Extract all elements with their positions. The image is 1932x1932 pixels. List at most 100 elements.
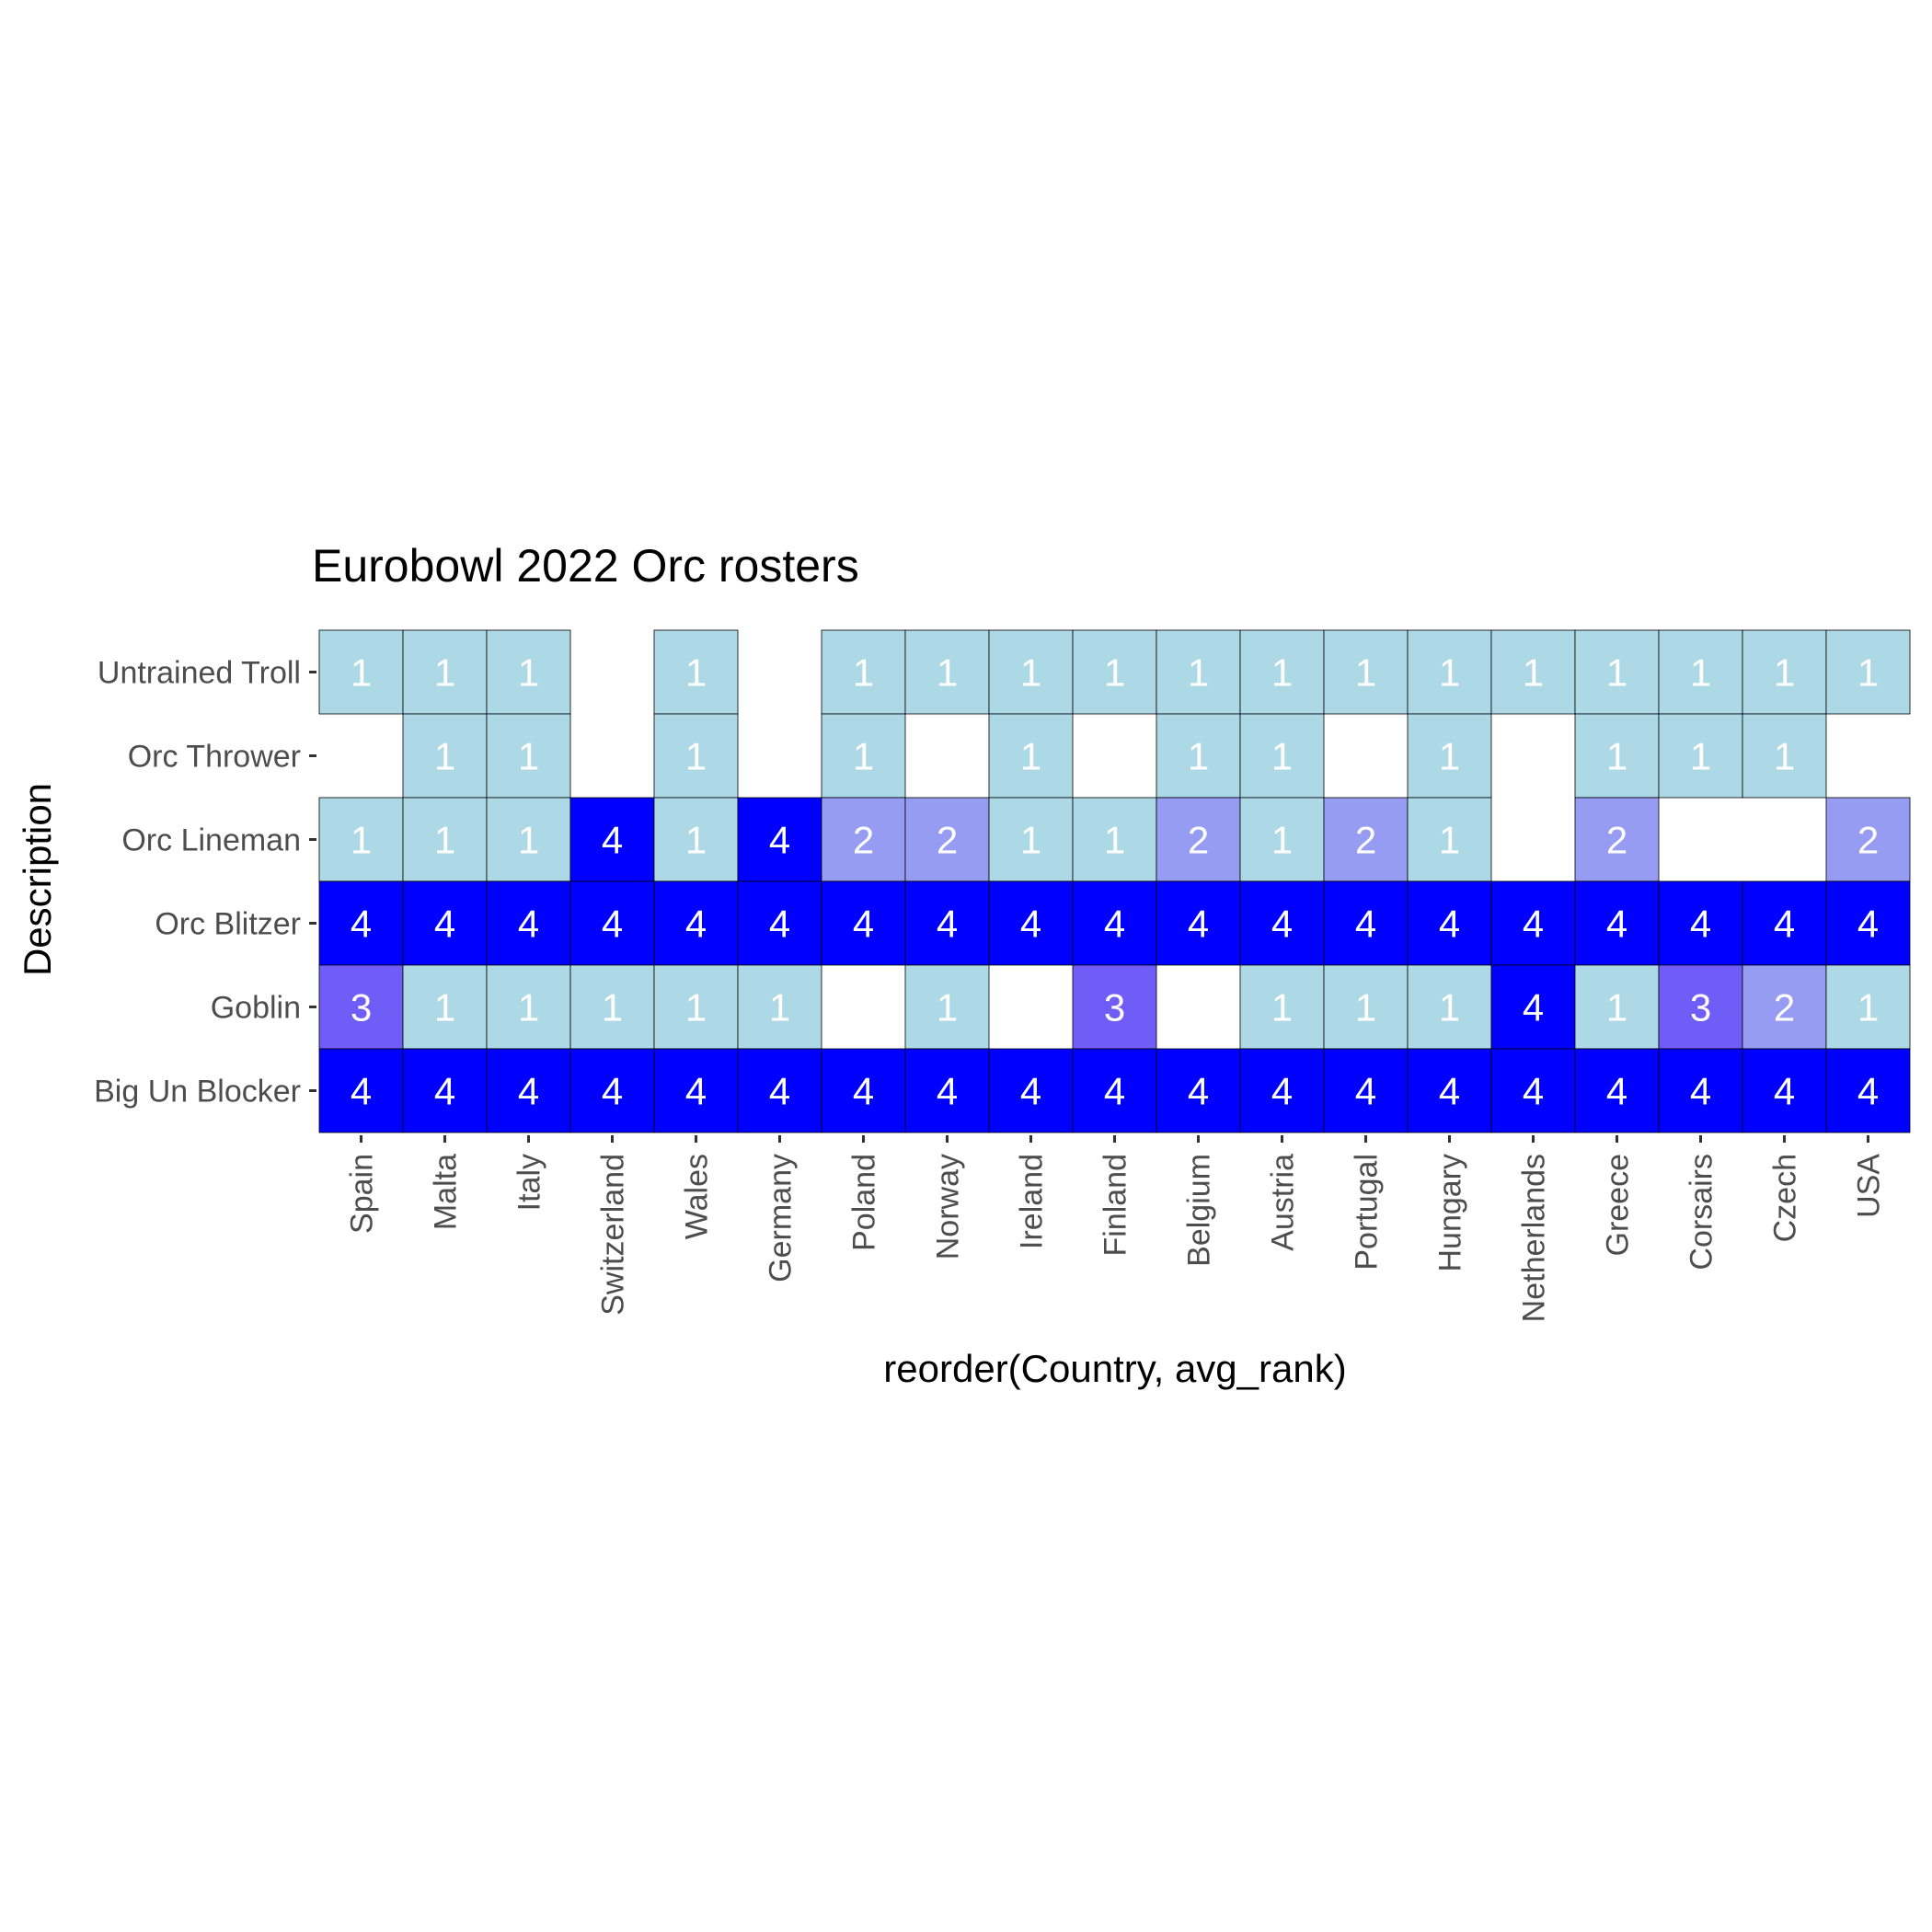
cell-value-label: 4 — [602, 1070, 623, 1113]
cell-value-label: 4 — [1606, 903, 1627, 946]
cell-value-label: 2 — [853, 819, 874, 862]
cell-value-label: 1 — [602, 986, 623, 1029]
cell-value-label: 2 — [1606, 819, 1627, 862]
cell-value-label: 2 — [1774, 986, 1795, 1029]
heatmap-cell — [1574, 964, 1660, 1050]
heatmap-cell — [1490, 964, 1576, 1050]
cell-value-label: 1 — [518, 651, 539, 695]
y-axis-title: Description — [16, 783, 59, 976]
y-tick-label: Orc Blitzer — [155, 907, 301, 942]
heatmap-cell — [486, 797, 571, 882]
heatmap-cell — [318, 629, 404, 715]
cell-value-label: 4 — [853, 1070, 874, 1113]
x-tick-label: Malta — [429, 1154, 464, 1230]
heatmap-cell — [904, 797, 990, 882]
heatmap-cell — [1490, 1048, 1576, 1133]
cell-value-label: 4 — [685, 903, 707, 946]
heatmap-cell — [1825, 629, 1911, 715]
cell-value-label: 2 — [1188, 819, 1209, 862]
cell-value-label: 1 — [518, 735, 539, 778]
heatmap-cell — [1742, 629, 1827, 715]
heatmap-cell — [821, 880, 906, 966]
heatmap-cell — [1323, 1048, 1409, 1133]
y-axis: Untrained Troll Orc Thrower Orc Lineman Orc… — [94, 656, 316, 1110]
cell-value-label: 1 — [1271, 986, 1293, 1029]
heatmap-cell — [653, 964, 739, 1050]
cell-value-label: 1 — [518, 986, 539, 1029]
cell-value-label: 1 — [1690, 651, 1711, 695]
x-tick-label: Wales — [680, 1154, 715, 1239]
heatmap-cell — [653, 880, 739, 966]
heatmap-cell — [1825, 1048, 1911, 1133]
heatmap-cell — [1072, 629, 1157, 715]
heatmap-cell — [1574, 1048, 1660, 1133]
x-tick-label: Switzerland — [596, 1154, 631, 1316]
cell-value-label: 1 — [685, 986, 707, 1029]
heatmap-cell — [1156, 797, 1241, 882]
heatmap-cell — [1407, 797, 1492, 882]
heatmap-cell — [821, 629, 906, 715]
cell-value-label: 3 — [351, 986, 372, 1029]
heatmap-cell — [988, 880, 1074, 966]
x-tick-label: Greece — [1601, 1154, 1636, 1257]
x-tick-label: Czech — [1768, 1154, 1803, 1242]
x-tick-label: Germany — [764, 1154, 799, 1282]
heatmap-cell — [1239, 713, 1325, 799]
cell-value-label: 1 — [518, 819, 539, 862]
heatmap-cell — [1072, 1048, 1157, 1133]
heatmap-cell — [1407, 964, 1492, 1050]
heatmap-cell — [653, 629, 739, 715]
heatmap-cell — [1658, 629, 1743, 715]
cell-value-label: 4 — [1355, 1070, 1376, 1113]
heatmap-cell — [1825, 797, 1911, 882]
cell-value-label: 1 — [1857, 986, 1879, 1029]
heatmap-cell — [1072, 880, 1157, 966]
cell-value-label: 3 — [1104, 986, 1125, 1029]
cell-value-label: 2 — [937, 819, 958, 862]
heatmap-cell — [569, 964, 655, 1050]
heatmap-cell — [1490, 880, 1576, 966]
x-tick-label: Portugal — [1350, 1154, 1385, 1271]
cell-value-label: 1 — [434, 735, 455, 778]
heatmap-cell — [1658, 713, 1743, 799]
x-axis-title: reorder(Country, avg_rank) — [883, 1347, 1346, 1390]
cell-value-label: 1 — [1104, 651, 1125, 695]
cell-value-label: 1 — [1188, 651, 1209, 695]
cell-value-label: 1 — [434, 651, 455, 695]
cell-value-label: 1 — [853, 651, 874, 695]
cell-value-label: 4 — [1857, 1070, 1879, 1113]
heatmap-cell — [1742, 964, 1827, 1050]
cell-value-label: 1 — [1271, 651, 1293, 695]
cell-value-label: 4 — [769, 1070, 790, 1113]
heatmap-cell — [737, 1048, 822, 1133]
cell-value-label: 4 — [602, 903, 623, 946]
heatmap-cell — [737, 880, 822, 966]
heatmap-cell — [1239, 880, 1325, 966]
cell-value-label: 4 — [769, 903, 790, 946]
cell-value-label: 4 — [937, 903, 958, 946]
cell-value-label: 1 — [1104, 819, 1125, 862]
x-axis: Spain Malta Italy Switzerland Wales Germany Po… — [345, 1135, 1887, 1322]
cell-value-label: 4 — [1020, 1070, 1041, 1113]
cell-value-label: 1 — [1774, 651, 1795, 695]
x-tick-label: Italy — [512, 1154, 547, 1211]
cell-value-label: 4 — [1271, 903, 1293, 946]
cell-value-label: 1 — [1439, 651, 1460, 695]
cell-value-label: 4 — [685, 1070, 707, 1113]
y-tick-label: Goblin — [211, 991, 301, 1026]
cell-value-label: 1 — [1690, 735, 1711, 778]
cell-value-label: 1 — [1439, 735, 1460, 778]
cell-value-label: 1 — [685, 819, 707, 862]
cell-value-label: 1 — [1355, 651, 1376, 695]
cell-value-label: 4 — [769, 819, 790, 862]
cell-value-label: 4 — [1774, 903, 1795, 946]
cell-value-label: 4 — [518, 903, 539, 946]
heatmap-cell — [486, 629, 571, 715]
cell-value-label: 1 — [1271, 819, 1293, 862]
heatmap-cell — [1825, 964, 1911, 1050]
heatmap-cell — [904, 629, 990, 715]
heatmap-cell — [402, 880, 488, 966]
heatmap-cell — [1072, 797, 1157, 882]
x-tick-label: Austria — [1266, 1154, 1301, 1251]
cell-value-label: 4 — [1523, 986, 1544, 1029]
